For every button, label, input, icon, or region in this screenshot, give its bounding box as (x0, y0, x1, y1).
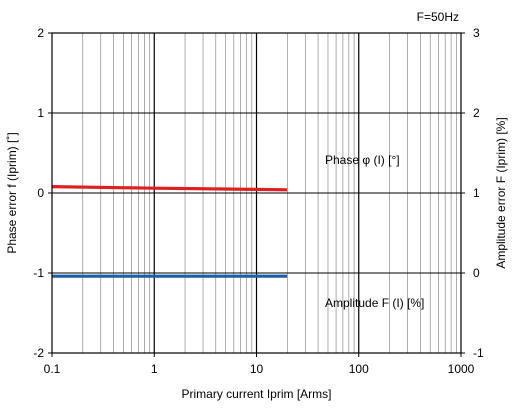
y-right-tick-label: 2 (473, 106, 480, 120)
x-axis-label: Primary current Iprim [Arms] (181, 387, 331, 401)
y-left-tick-label: 2 (37, 26, 44, 40)
y-right-tick-label: 1 (473, 186, 480, 200)
y-right-tick-label: -1 (473, 346, 484, 360)
y-left-tick-label: -2 (33, 346, 44, 360)
x-tick-label: 1 (151, 362, 158, 376)
series-line-0 (51, 185, 288, 192)
y-left-tick-label: -1 (33, 266, 44, 280)
y-right-tick-label: 0 (473, 266, 480, 280)
x-tick-label: 100 (349, 362, 369, 376)
y-left-tick-label: 1 (37, 106, 44, 120)
frequency-annotation: F=50Hz (417, 10, 459, 24)
x-tick-label: 10 (250, 362, 264, 376)
tick-labels: 0.1 1 10 100 1000 -2 -1 0 1 2 -1 0 1 2 3 (33, 26, 484, 376)
y-left-tick-label: 0 (37, 186, 44, 200)
x-tick-label: 0.1 (44, 362, 61, 376)
major-gridlines (52, 33, 461, 353)
series-layer (51, 185, 288, 278)
x-tick-label: 1000 (448, 362, 475, 376)
series-label-phase: Phase φ (I) [°] (325, 153, 400, 167)
y-axis-label-right: Amplitude error F (Iprim) [%] (494, 117, 508, 268)
y-axis-label-left: Phase error f (Iprim) [˚] (5, 132, 19, 253)
y-right-tick-label: 3 (473, 26, 480, 40)
series-label-amplitude: Amplitude F (I) [%] (325, 296, 424, 310)
